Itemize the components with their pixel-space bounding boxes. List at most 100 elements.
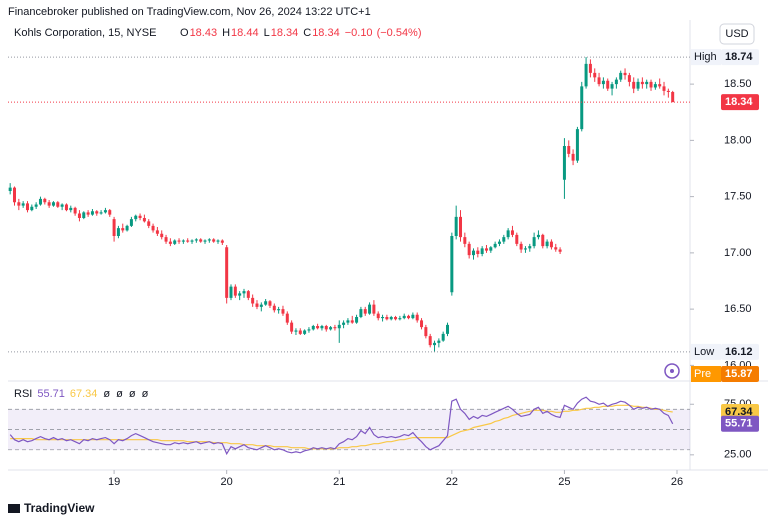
candle-body [151, 225, 155, 231]
legend-ohlc-value: 18.34 [271, 27, 299, 39]
candle-body [632, 81, 636, 89]
candle-body [333, 327, 337, 329]
candle-body [220, 240, 224, 243]
candle-body [528, 246, 532, 249]
candle-body [428, 336, 432, 346]
candle-body [186, 240, 190, 242]
candle-body [64, 204, 68, 211]
candle-body [441, 333, 445, 341]
candle-body [103, 210, 107, 213]
candle-body [121, 228, 125, 231]
rsi-legend-extra: ø [116, 388, 123, 400]
candle-body [99, 212, 103, 214]
candle-body [47, 202, 51, 206]
candle-body [480, 248, 484, 254]
candle-body [138, 215, 142, 218]
candle-body [168, 241, 172, 244]
legend-ohlc-value: 18.43 [190, 27, 218, 39]
close-value: 18.34 [725, 96, 753, 108]
candle-body [562, 146, 566, 180]
candle-body [134, 215, 138, 220]
pre-value: 15.87 [725, 368, 753, 380]
candle-body [662, 86, 666, 91]
candle-body [597, 77, 601, 85]
rsi-band-fill [8, 409, 690, 450]
low-value: 16.12 [725, 346, 753, 358]
logo-mark [8, 504, 20, 513]
candle-body [645, 81, 649, 85]
candle-body [545, 241, 549, 247]
candle-body [346, 320, 350, 323]
candle-body [294, 330, 298, 332]
candle-body [95, 211, 99, 214]
rsi-legend-extra: ø [103, 388, 110, 400]
legend-ohlc-value: 18.44 [231, 27, 259, 39]
candle-body [424, 327, 428, 337]
x-tick-label: 21 [333, 476, 345, 488]
candle-body [402, 315, 406, 319]
candle-body [489, 247, 493, 251]
candle-body [324, 326, 328, 330]
candle-body [212, 239, 216, 242]
candle-body [593, 72, 597, 78]
candle-body [164, 237, 168, 242]
candle-body [502, 237, 506, 242]
candle-body [246, 291, 250, 298]
candle-body [450, 236, 454, 293]
candle-body [311, 326, 315, 330]
candle-body [43, 198, 47, 203]
candle-body [541, 234, 545, 247]
candle-body [268, 301, 272, 306]
pre-value-bg [721, 366, 759, 382]
candle-body [142, 218, 146, 222]
currency-button[interactable] [719, 23, 755, 45]
candle-body [350, 320, 354, 323]
rsi-value: 55.71 [725, 418, 753, 430]
candle-body [242, 291, 246, 294]
legend-ohlc-label: H [222, 27, 230, 39]
candle-body [580, 86, 584, 130]
candle-body [190, 240, 194, 242]
header: Financebroker published on TradingView.c… [8, 6, 371, 18]
candle-body [281, 309, 285, 314]
candle-body [532, 237, 536, 247]
candle-body [407, 315, 411, 319]
candle-body [342, 322, 346, 325]
y-tick-label: 18.50 [724, 78, 752, 90]
candle-body [623, 72, 627, 76]
legend-symbol: Kohls Corporation, 15, NYSE [14, 27, 156, 39]
candle-body [359, 309, 363, 317]
legend-ohlc-label: C [303, 27, 311, 39]
candle-body [601, 80, 605, 85]
low-label: Low [694, 346, 714, 358]
candle-body [8, 187, 12, 191]
y-tick-label: 16.50 [724, 303, 752, 315]
candle-body [363, 309, 367, 314]
candle-body [484, 248, 488, 251]
candle-body [381, 317, 385, 319]
candle-body [493, 243, 497, 248]
candle-body [285, 313, 289, 323]
rsi-value-bg [721, 415, 759, 432]
legend-change-pct: (−0.54%) [377, 27, 422, 39]
candle-body [238, 293, 242, 296]
candle-body [147, 221, 151, 226]
event-icon-dot [670, 369, 674, 373]
candle-body [229, 286, 233, 298]
candle-body [536, 234, 540, 238]
candle-body [82, 212, 86, 218]
currency[interactable]: USD [725, 28, 748, 40]
candle-body [329, 327, 333, 330]
candle-body [588, 63, 592, 73]
x-tick-label: 22 [446, 476, 458, 488]
candle-body [415, 314, 419, 321]
candle-body [77, 213, 81, 218]
candle-body [394, 317, 398, 320]
candle-body [671, 92, 675, 103]
candle-body [125, 225, 129, 231]
candle-body [454, 216, 458, 236]
x-tick-label: 25 [558, 476, 570, 488]
